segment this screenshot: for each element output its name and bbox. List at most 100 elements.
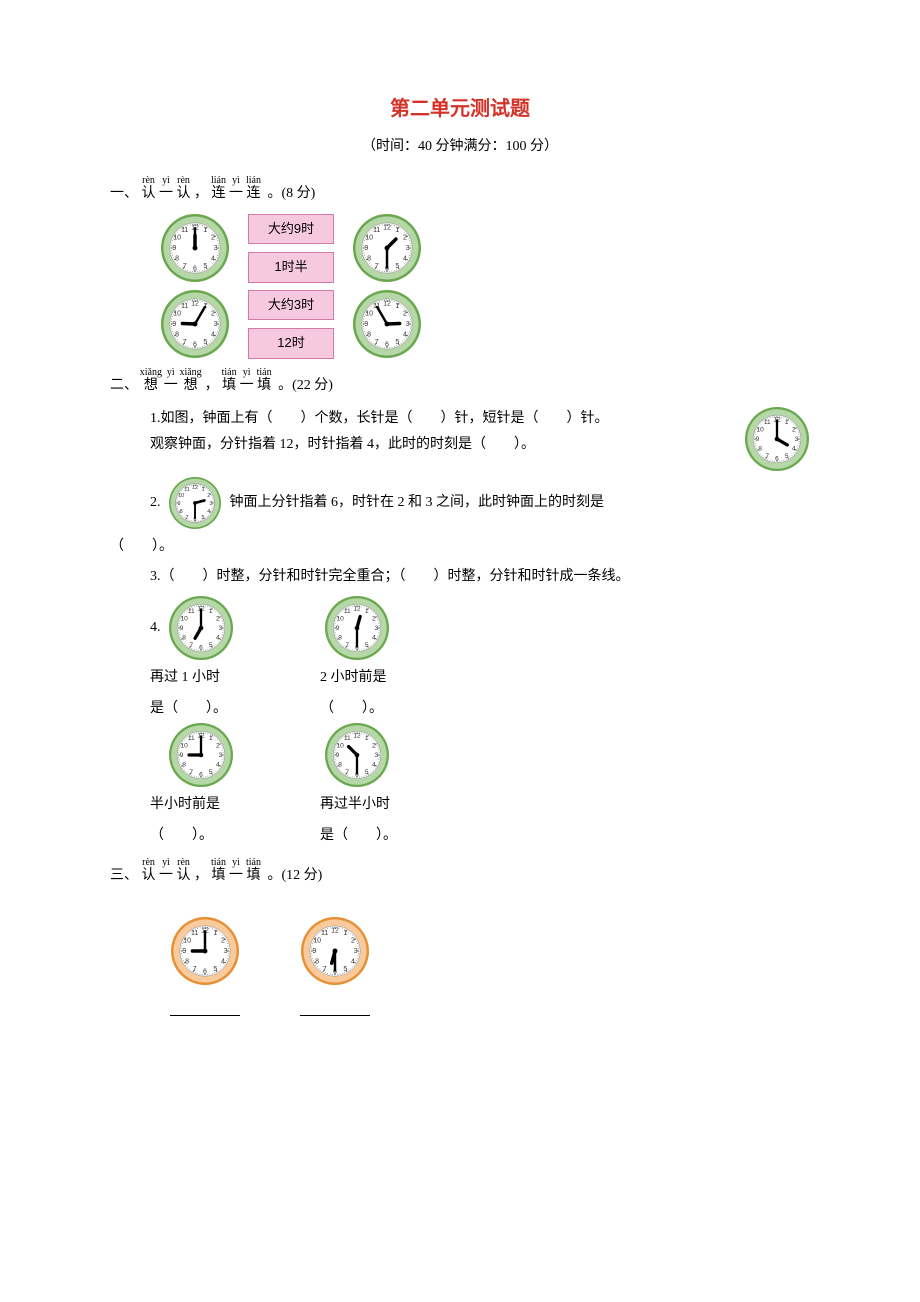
svg-text:8: 8: [185, 958, 189, 965]
s2-q2-clock: 123456789101112: [168, 476, 222, 530]
section2-heading: 二、 想xiǎng 一yì 想xiǎng ， 填tián 一yì 填tián 。…: [110, 367, 810, 400]
svg-text:3: 3: [354, 948, 358, 955]
svg-text:2: 2: [792, 426, 796, 433]
svg-text:3: 3: [214, 321, 218, 328]
section1-prefix: 一、: [110, 186, 138, 201]
s2-q4-clock-2: 123456789101112: [324, 595, 390, 661]
svg-text:2: 2: [351, 938, 355, 945]
svg-text:8: 8: [367, 332, 371, 339]
svg-text:11: 11: [764, 419, 771, 426]
svg-text:3: 3: [406, 245, 410, 252]
s2-q4-cap2a: 2 小时前是: [320, 665, 450, 692]
s2-q4-cap3b: （ ）。: [150, 823, 280, 850]
svg-text:8: 8: [182, 635, 186, 642]
svg-text:9: 9: [756, 436, 760, 443]
s2-q1-line1: 1.如图，钟面上有（ ）个数，长针是（ ）针，短针是（ ）针。: [150, 406, 810, 433]
page-title: 第二单元测试题: [110, 90, 810, 128]
s2-q4-row1: 4. 123456789101112 再过 1 小时 是（ ）。 1234567…: [150, 595, 810, 722]
section2-points: 。(22 分): [278, 378, 333, 393]
svg-text:9: 9: [364, 321, 368, 328]
q1-row-top: 123456789101112 大约9时 1时半 123456789101112: [160, 213, 810, 283]
svg-text:9: 9: [180, 625, 184, 632]
svg-text:12: 12: [192, 485, 198, 491]
q1-label-1: 大约9时: [248, 214, 334, 245]
s2-q1: 123456789101112 1.如图，钟面上有（ ）个数，长针是（ ）针，短…: [150, 406, 810, 472]
section1-points: 。(8 分): [268, 186, 316, 201]
svg-text:4: 4: [403, 332, 407, 339]
svg-text:9: 9: [312, 948, 316, 955]
s2-q2-prefix: 2.: [150, 495, 161, 510]
svg-text:2: 2: [403, 311, 407, 318]
svg-text:5: 5: [365, 642, 369, 649]
section2-ruby: 想xiǎng 一yì 想xiǎng ， 填tián 一yì 填tián: [142, 378, 275, 393]
svg-text:9: 9: [364, 245, 368, 252]
svg-text:9: 9: [336, 752, 340, 759]
svg-text:8: 8: [758, 446, 762, 453]
svg-text:3: 3: [224, 948, 228, 955]
s2-q2: 2. 123456789101112 钟面上分针指着 6，时针在 2 和 3 之…: [150, 476, 810, 530]
svg-text:2: 2: [221, 938, 225, 945]
s2-q4-clock-3: 123456789101112: [168, 722, 234, 788]
s2-q1-line2: 观察钟面，分针指着 12，时针指着 4，此时的时刻是（ ）。: [150, 432, 810, 459]
s2-q4-cap3a: 半小时前是: [150, 792, 280, 819]
svg-text:4: 4: [351, 958, 355, 965]
section1-ruby: 认rèn 一yì 认rèn ， 连lián 一yì 连lián: [142, 186, 265, 201]
s3-blank-1: [170, 1001, 240, 1016]
svg-text:4: 4: [221, 958, 225, 965]
subtitle: （时间：40 分钟满分：100 分）: [110, 134, 810, 161]
svg-text:9: 9: [178, 501, 181, 507]
svg-text:11: 11: [373, 227, 380, 234]
svg-text:2: 2: [211, 311, 215, 318]
s2-q4-cap2b: （ ）。: [320, 696, 450, 723]
svg-text:11: 11: [344, 608, 351, 615]
s2-q1-clock: 123456789101112: [744, 406, 810, 472]
svg-text:11: 11: [344, 735, 351, 742]
svg-text:2: 2: [372, 615, 376, 622]
svg-text:4: 4: [211, 332, 215, 339]
s2-q4-cap1a: 再过 1 小时: [150, 665, 280, 692]
s2-q4-cap4b: 是（ ）。: [320, 823, 450, 850]
svg-text:2: 2: [211, 235, 215, 242]
svg-text:11: 11: [191, 930, 198, 937]
svg-text:5: 5: [209, 769, 213, 776]
svg-text:5: 5: [365, 769, 369, 776]
q1-clock-3: 123456789101112: [160, 289, 230, 359]
s2-q2-text-a: 钟面上分针指着 6，时针在 2 和 3 之间，此时钟面上的时刻是: [230, 495, 605, 510]
svg-text:11: 11: [188, 608, 195, 615]
svg-text:11: 11: [184, 487, 190, 493]
section2-prefix: 二、: [110, 378, 138, 393]
svg-text:4: 4: [403, 256, 407, 263]
s2-q4-clock-4: 123456789101112: [324, 722, 390, 788]
s2-q2-text-b: （ ）。: [110, 534, 810, 561]
svg-text:8: 8: [338, 635, 342, 642]
svg-text:9: 9: [336, 625, 340, 632]
q1-clock-4: 123456789101112: [352, 289, 422, 359]
svg-text:2: 2: [372, 742, 376, 749]
svg-text:5: 5: [785, 453, 789, 460]
q1-label-4: 12时: [248, 328, 334, 359]
q1-label-2: 1时半: [248, 252, 334, 283]
svg-text:8: 8: [182, 762, 186, 769]
svg-text:11: 11: [188, 735, 195, 742]
q1-row-bottom: 123456789101112 大约3时 12时 123456789101112: [160, 289, 810, 359]
svg-text:9: 9: [172, 321, 176, 328]
s3-blank-2: [300, 1001, 370, 1016]
q1-label-3: 大约3时: [248, 290, 334, 321]
s2-q4-row2: 123456789101112 半小时前是 （ ）。 1234567891011…: [150, 722, 810, 849]
s2-q4-clock-1: 123456789101112: [168, 595, 234, 661]
section3-ruby: 认rèn 一yì 认rèn ， 填tián 一yì 填tián: [142, 868, 265, 883]
svg-text:8: 8: [175, 332, 179, 339]
svg-text:5: 5: [209, 642, 213, 649]
svg-text:2: 2: [216, 742, 220, 749]
svg-text:2: 2: [216, 615, 220, 622]
svg-text:9: 9: [182, 948, 186, 955]
svg-text:3: 3: [214, 245, 218, 252]
svg-text:3: 3: [209, 501, 212, 507]
q1-clock-1: 123456789101112: [160, 213, 230, 283]
svg-text:8: 8: [175, 256, 179, 263]
svg-text:4: 4: [211, 256, 215, 263]
s2-q4-cap4a: 再过半小时: [320, 792, 450, 819]
svg-text:8: 8: [315, 958, 319, 965]
s2-q4-label: 4. 123456789101112: [150, 595, 280, 661]
svg-text:9: 9: [180, 752, 184, 759]
